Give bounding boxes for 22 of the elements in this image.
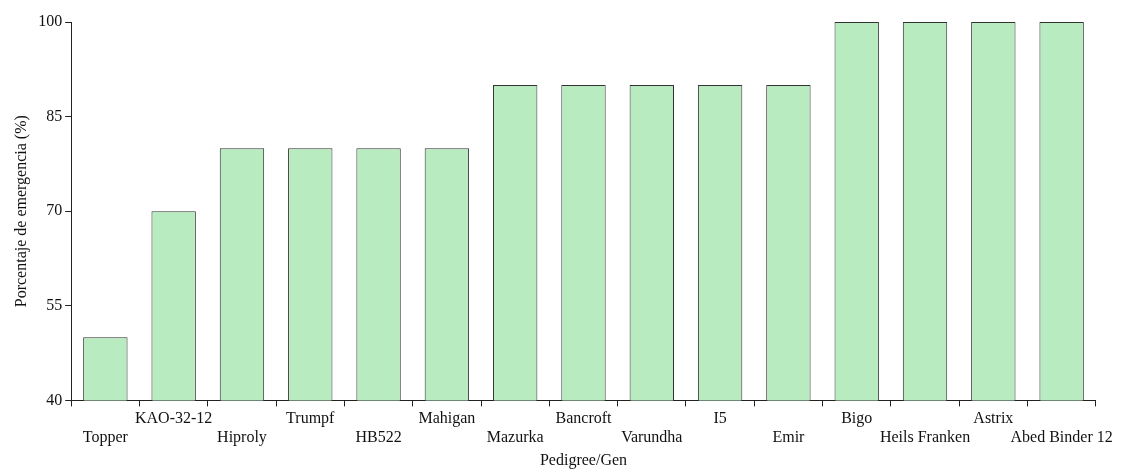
x-tick-label: I5: [713, 409, 727, 427]
x-tick-label: HB522: [355, 428, 402, 446]
x-tick-label: Topper: [82, 428, 129, 447]
y-axis-title: Porcentaje de emergencia (%): [11, 115, 30, 308]
x-tick-label: Astrix: [973, 409, 1014, 427]
x-tick-label: Emir: [772, 428, 806, 446]
x-tick-label: Mahigan: [418, 409, 476, 428]
x-tick-label: Heils Franken: [879, 428, 971, 446]
x-tick-label: Hiproly: [217, 428, 267, 447]
y-tick-label: 100: [38, 12, 63, 30]
x-tick-label: Varundha: [621, 428, 683, 446]
y-tick-label: 70: [46, 201, 63, 219]
x-tick-label: Mazurka: [486, 428, 544, 446]
y-tick-label: 85: [46, 106, 63, 124]
y-tick-label: 40: [46, 390, 63, 408]
y-tick-label: 55: [46, 296, 63, 313]
x-tick-label: Bancroft: [555, 409, 613, 427]
x-tick-label: Abed Binder 12: [1010, 428, 1113, 446]
x-tick-label: KAO-32-12: [134, 409, 213, 427]
x-axis-title: Pedigree/Gen: [539, 450, 628, 469]
x-tick-label: Trumpf: [286, 409, 336, 428]
x-tick-label: Bigo: [841, 409, 873, 428]
